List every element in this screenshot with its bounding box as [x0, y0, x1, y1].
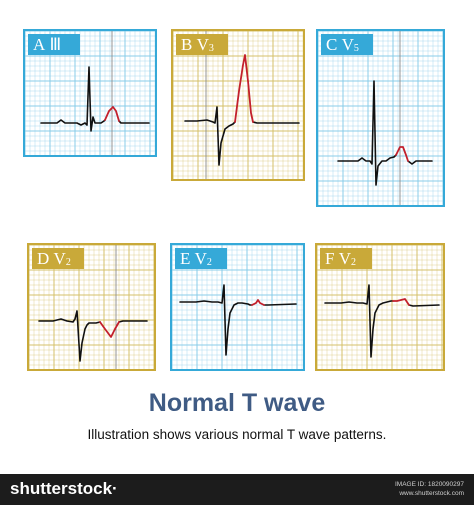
ecg-trace	[118, 120, 150, 124]
ecg-grid-c	[318, 31, 443, 205]
footer-info: IMAGE ID: 1820090297 www.shutterstock.co…	[395, 480, 464, 498]
panel-letter-b: B	[181, 34, 193, 54]
site-url: www.shutterstock.com	[399, 490, 464, 497]
ecg-trace	[263, 303, 297, 306]
panel-lead-b: V	[196, 34, 209, 54]
panel-letter-c: C	[326, 34, 338, 54]
ecg-panel-a: A Ⅲ	[23, 29, 157, 157]
ecg-trace	[408, 304, 440, 307]
ecg-trace	[337, 80, 397, 186]
panel-lead-c: V	[341, 34, 354, 54]
panel-letter-f: F	[325, 248, 335, 268]
footer-bar: shutterstock· IMAGE ID: 1820090297 www.s…	[0, 474, 474, 505]
panel-sub-e: 2	[206, 256, 212, 268]
ecg-trace	[252, 121, 300, 124]
panel-letter-e: E	[180, 248, 191, 268]
brand-logo: shutterstock·	[10, 479, 118, 498]
ecg-trace	[324, 284, 394, 358]
ecg-trace	[184, 106, 236, 166]
panel-lead-d: V	[53, 248, 66, 268]
ecg-trace	[118, 320, 148, 323]
t-wave	[234, 54, 254, 123]
panel-sub-d: 2	[65, 256, 71, 268]
ecg-trace	[407, 160, 433, 165]
t-wave	[392, 298, 410, 306]
ecg-grid-f	[317, 245, 443, 369]
t-wave	[251, 299, 265, 306]
ecg-grid-d	[29, 245, 154, 369]
panel-sub-b: 3	[208, 42, 214, 54]
t-wave	[395, 146, 409, 162]
ecg-trace	[179, 284, 253, 356]
ecg-grid-b	[173, 31, 303, 179]
image-id: IMAGE ID: 1820090297	[394, 481, 464, 488]
page-subtitle: Illustration shows various normal T wave…	[87, 427, 387, 442]
panel-lead-a: Ⅲ	[49, 34, 62, 54]
ecg-trace	[38, 310, 101, 362]
t-wave	[104, 106, 120, 122]
panel-sub-c: 5	[353, 42, 359, 54]
panel-label-a: A Ⅲ	[28, 34, 80, 55]
page-title: Normal T wave	[148, 389, 326, 417]
ecg-trace	[40, 66, 106, 132]
panel-letter-a: A	[33, 34, 46, 54]
panel-sub-f: 2	[351, 256, 356, 268]
t-wave	[99, 321, 120, 338]
panel-letter-d: D	[37, 248, 50, 268]
panel-lead-e: V	[194, 248, 207, 268]
panel-lead-f: V	[338, 248, 351, 268]
